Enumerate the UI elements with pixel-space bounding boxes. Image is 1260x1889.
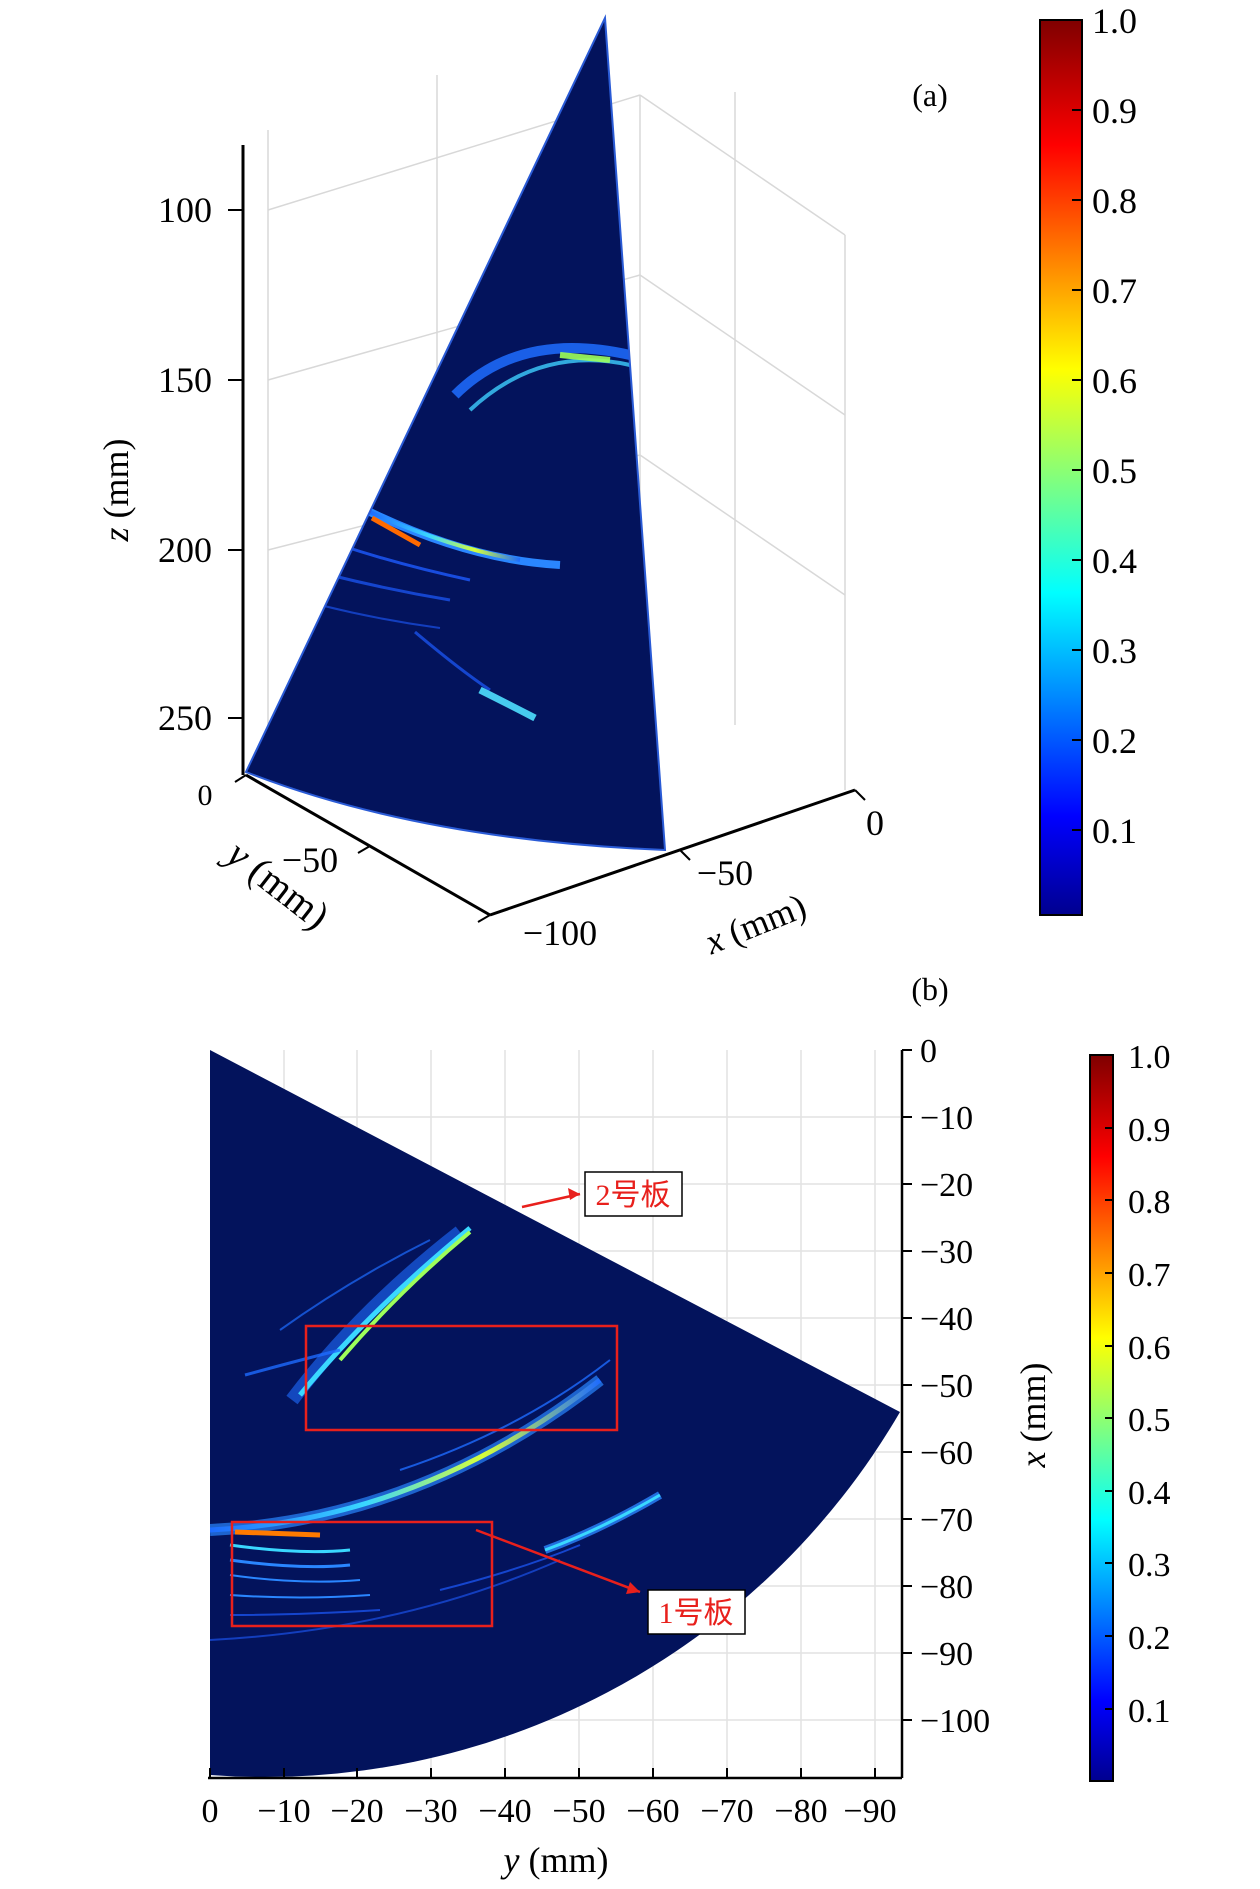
colorbar-tick-label: 0.5 (1092, 451, 1137, 491)
x-tick-label: −20 (330, 1793, 383, 1830)
y-axis-label: x (mm) (1013, 1363, 1053, 1469)
sector-image-b (210, 1050, 900, 1778)
colorbar-tick-label: 0.9 (1092, 91, 1137, 131)
x-tick-label: −80 (774, 1793, 827, 1830)
x-tick-label: −90 (843, 1793, 896, 1830)
sector-image-a (244, 14, 667, 852)
colorbar-tick-label: 0.5 (1128, 1402, 1171, 1439)
colorbar-tick-label: 0.2 (1092, 721, 1137, 761)
x-tick-label: −50 (697, 853, 753, 893)
colorbar-tick-label: 0.9 (1128, 1112, 1171, 1149)
colorbar-b: 1.0 0.9 0.8 0.7 0.6 0.5 0.4 0.3 0.2 0.1 (1089, 1039, 1171, 1782)
colorbar-tick-label: 0.1 (1128, 1693, 1171, 1730)
plate2-label: 2号板 (596, 1179, 671, 1212)
colorbar-tick-label: 0.8 (1092, 181, 1137, 221)
z-tick-label: 100 (158, 190, 212, 230)
z-axis-label: z (mm) (96, 439, 136, 543)
y-tick-label: −50 (920, 1368, 973, 1405)
colorbar-tick-label: 0.6 (1092, 361, 1137, 401)
colorbar-tick-label: 0.1 (1092, 811, 1137, 851)
z-tick-label: 200 (158, 530, 212, 570)
y-tick-label: −10 (920, 1100, 973, 1137)
y-tick-label: −80 (920, 1569, 973, 1606)
x-tick-label: −50 (552, 1793, 605, 1830)
x-tick-label: −60 (626, 1793, 679, 1830)
highlight-box-upper (304, 1324, 619, 1432)
y-tick-label: 0 (920, 1033, 937, 1070)
y-tick-label: −100 (523, 913, 597, 953)
panel-a: 100 150 200 250 z (mm) 0 −50 −100 y (mm) (96, 1, 1137, 962)
plate1-label: 1号板 (659, 1597, 734, 1630)
colorbar-tick-label: 0.4 (1128, 1475, 1171, 1512)
x-tick-label: −40 (478, 1793, 531, 1830)
y-tick-label: −50 (282, 840, 338, 880)
colorbar-tick-label: 1.0 (1128, 1039, 1171, 1076)
colorbar-tick-label: 0.2 (1128, 1620, 1171, 1657)
x-tick-label: −30 (404, 1793, 457, 1830)
colorbar-tick-label: 0.8 (1128, 1184, 1171, 1221)
x-tick-label: −70 (700, 1793, 753, 1830)
y-tick-label: −20 (920, 1167, 973, 1204)
y-tick-label: −30 (920, 1234, 973, 1271)
axes-b: 0 −10 −20 −30 −40 −50 −60 −70 −80 −90 y … (202, 1033, 1054, 1880)
colorbar-tick-label: 1.0 (1092, 1, 1137, 41)
x-axis-label: x (mm) (698, 886, 811, 963)
colorbar-tick-label: 0.6 (1128, 1330, 1171, 1367)
highlight-box-lower (230, 1520, 494, 1628)
plate2-label-box (584, 1171, 683, 1217)
x-tick-label: −10 (257, 1793, 310, 1830)
arrow-plate1 (475, 1528, 641, 1594)
y-tick-label: −100 (920, 1703, 990, 1740)
colorbar-tick-label: 0.7 (1092, 271, 1137, 311)
y-tick-label: 0 (198, 779, 213, 812)
x-tick-label: 0 (866, 803, 884, 843)
panel-b: (b) (202, 971, 1171, 1880)
colorbar-tick-label: 0.3 (1092, 631, 1137, 671)
annotations-b: 2号板 1号板 (230, 1171, 746, 1635)
y-tick-label: −90 (920, 1636, 973, 1673)
y-tick-label: −60 (920, 1435, 973, 1472)
x-axis-label: y (mm) (501, 1840, 609, 1880)
panel-a-label: (a) (912, 77, 948, 113)
colorbar-a: 1.0 0.9 0.8 0.7 0.6 0.5 0.4 0.3 0.2 0.1 (1039, 1, 1137, 916)
colorbar-tick-label: 0.7 (1128, 1257, 1171, 1294)
z-tick-label: 250 (158, 698, 212, 738)
y-tick-label: −70 (920, 1502, 973, 1539)
x-tick-label: 0 (202, 1793, 219, 1830)
y-tick-label: −40 (920, 1301, 973, 1338)
colorbar-tick-label: 0.4 (1092, 541, 1137, 581)
plate1-label-box (647, 1589, 746, 1635)
z-tick-label: 150 (158, 360, 212, 400)
panel-b-label: (b) (911, 971, 948, 1007)
z-axis: 100 150 200 250 z (mm) (96, 145, 245, 775)
colorbar-tick-label: 0.3 (1128, 1547, 1171, 1584)
